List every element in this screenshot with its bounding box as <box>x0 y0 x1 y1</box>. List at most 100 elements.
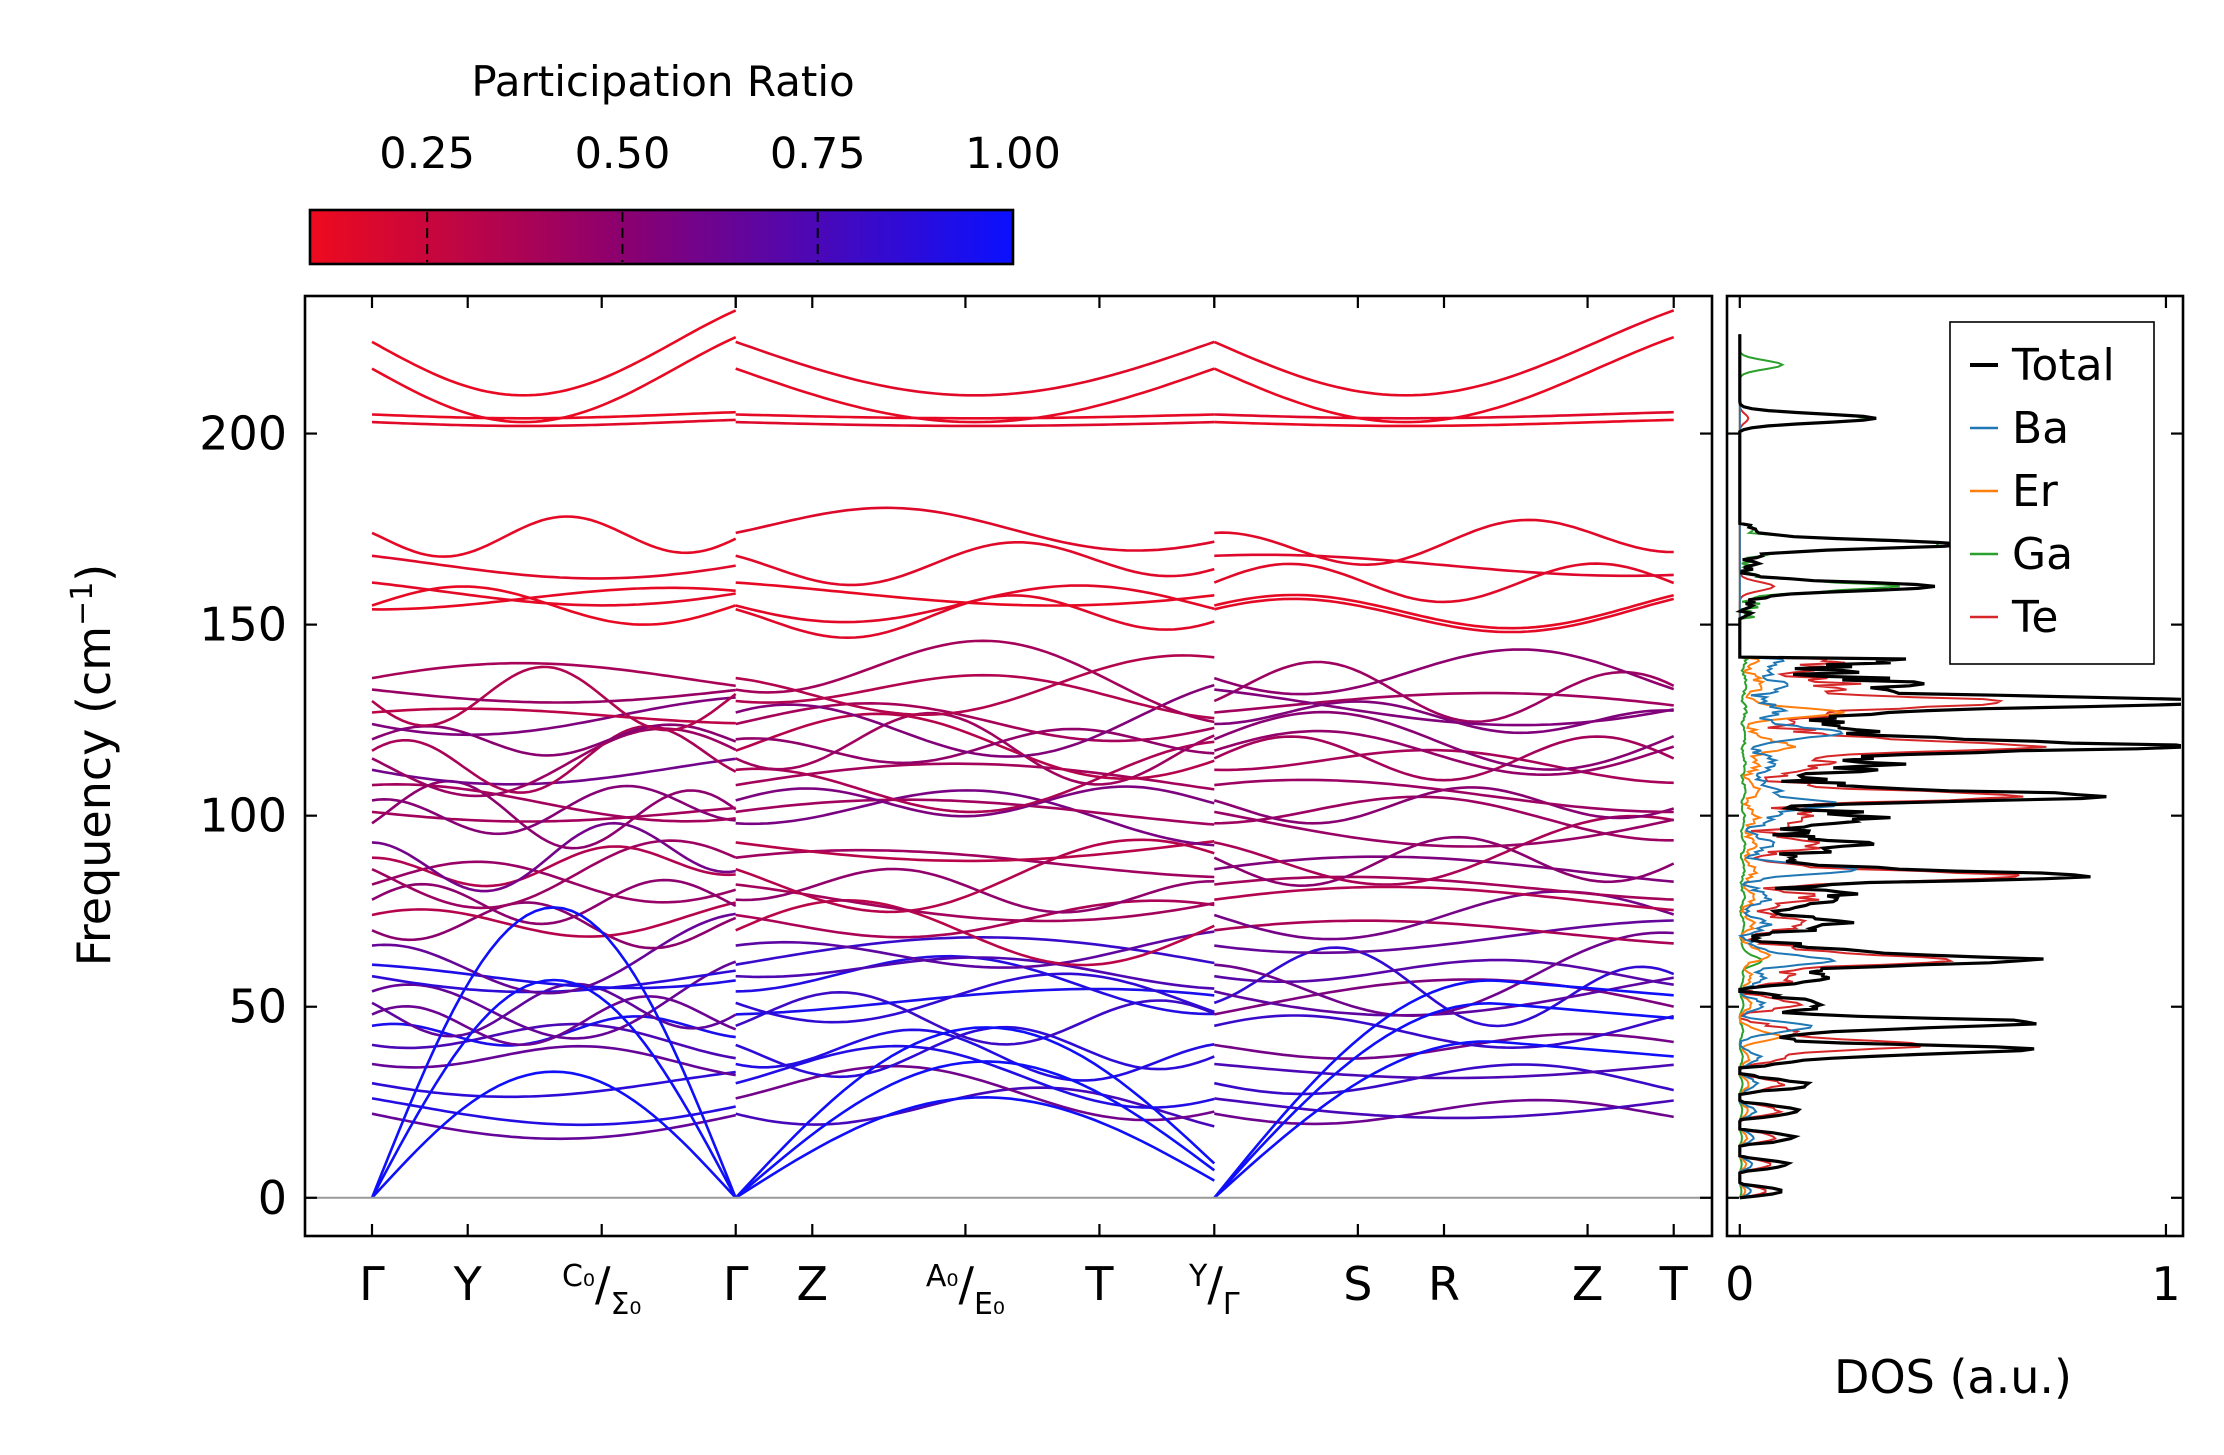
band-axes-frame <box>303 294 1714 1238</box>
band-x-axis: Γ Y C₀/Σ₀ Γ Z A₀/E₀ T Y/Γ S R Z T <box>359 296 1689 1322</box>
band-line <box>1213 890 1675 941</box>
kpoint-label: Y <box>453 1257 483 1311</box>
legend-label: Total <box>2011 340 2115 391</box>
colorbar-tick-label: 0.75 <box>770 129 866 179</box>
kpoint-label: Γ <box>359 1257 385 1311</box>
acoustic-branch <box>370 906 737 1199</box>
acoustic-branch <box>1213 1001 1674 1199</box>
band-line <box>735 727 1215 765</box>
band-line <box>371 727 737 798</box>
kpoint-label: T <box>1659 1257 1689 1311</box>
dos-lines <box>1735 334 2181 1200</box>
band-line <box>1214 795 1674 842</box>
band-line <box>735 990 1215 1046</box>
band-line <box>1214 597 1675 634</box>
band-line <box>371 860 737 904</box>
band-line <box>735 930 1215 969</box>
band-line <box>735 506 1215 552</box>
dos-x-tick-label: 1 <box>2151 1257 2180 1311</box>
band-line <box>735 954 1215 1016</box>
band-line <box>371 723 737 757</box>
legend-label: Te <box>2011 592 2058 643</box>
kpoint-label-composite: A₀/E₀ <box>926 1257 1005 1322</box>
band-line <box>735 367 1215 424</box>
band-y-tick-label: 150 <box>199 598 287 652</box>
band-line <box>735 740 1215 814</box>
band-line <box>735 798 1215 826</box>
band-line <box>371 969 736 994</box>
band-line <box>735 789 1215 847</box>
band-line <box>1214 410 1674 420</box>
band-line <box>371 878 737 926</box>
band-line <box>735 413 1215 420</box>
band-line <box>371 1022 736 1060</box>
acoustic-branch <box>1213 979 1674 1199</box>
band-line <box>1213 946 1675 1028</box>
dos-axes-frame <box>1725 294 2185 1238</box>
kpoint-label-composite: C₀/Σ₀ <box>562 1257 641 1322</box>
band-line <box>371 901 736 938</box>
band-line <box>735 654 1215 716</box>
band-y-tick-label: 100 <box>199 789 287 843</box>
band-line <box>1213 735 1675 782</box>
colorbar-tick-label: 1.00 <box>965 129 1061 179</box>
band-line <box>1214 919 1674 955</box>
kpoint-label: R <box>1428 1257 1460 1311</box>
band-line <box>371 806 736 823</box>
kpoint-label-composite: Y/Γ <box>1188 1257 1240 1322</box>
band-line <box>1213 335 1675 424</box>
band-line <box>735 883 1215 923</box>
band-line <box>1214 958 1674 986</box>
band-line <box>371 725 737 794</box>
band-line <box>1213 562 1675 604</box>
acoustic-branch <box>370 978 737 1199</box>
band-line <box>735 1025 1215 1079</box>
band-line <box>371 960 737 1040</box>
kpoint-label: Z <box>1572 1257 1604 1311</box>
legend-label: Ga <box>2012 529 2073 580</box>
band-line <box>1214 553 1674 578</box>
band-line <box>1214 778 1674 814</box>
band-y-axis-title: Frequency (cm−1) <box>65 564 121 967</box>
band-line <box>735 899 1215 939</box>
band-line <box>735 1064 1215 1122</box>
band-line <box>735 840 1215 863</box>
band-line <box>1214 1032 1674 1060</box>
dos-x-tick-label: 0 <box>1725 1257 1754 1311</box>
band-line <box>1213 710 1675 771</box>
band-line <box>371 782 736 823</box>
band-line <box>1213 660 1675 724</box>
colorbar: Participation Ratio 0.25 0.50 0.75 1.00 <box>308 57 1061 266</box>
band-line <box>735 1028 1215 1082</box>
band-line <box>371 309 737 397</box>
dos-legend: Total Ba Er Ga Te <box>1949 321 2155 665</box>
band-line <box>1213 309 1675 397</box>
band-line <box>371 581 736 607</box>
band-line <box>1214 931 1674 1018</box>
band-line <box>371 661 736 688</box>
band-line <box>735 987 1215 1016</box>
band-line <box>1214 810 1674 848</box>
band-line <box>735 581 1215 607</box>
band-line <box>371 1112 736 1141</box>
band-line <box>735 898 1215 967</box>
band-line <box>371 839 737 910</box>
kpoint-label: S <box>1343 1257 1372 1311</box>
acoustic-branch <box>734 1060 1216 1199</box>
kpoint-label: Γ <box>723 1257 749 1311</box>
band-line <box>735 762 1215 791</box>
band-line <box>735 711 1215 786</box>
band-line <box>1214 976 1674 1017</box>
band-line <box>735 848 1215 879</box>
colorbar-ticks: 0.25 0.50 0.75 1.00 <box>379 129 1061 262</box>
band-line <box>1213 729 1675 777</box>
band-line <box>735 683 1215 758</box>
band-line <box>735 785 1215 818</box>
dos-x-axis-title: DOS (a.u.) <box>1834 1350 2072 1404</box>
band-line <box>371 707 736 725</box>
legend-label: Er <box>2012 466 2059 517</box>
band-line <box>1213 835 1675 888</box>
colorbar-title: Participation Ratio <box>471 57 854 106</box>
band-line <box>735 584 1215 624</box>
